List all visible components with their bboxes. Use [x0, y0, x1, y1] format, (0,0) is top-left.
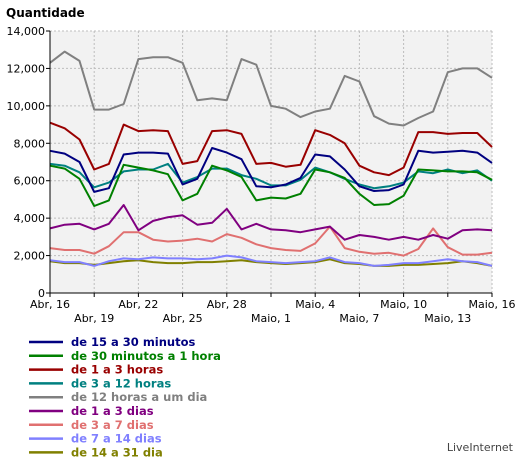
y-tick-label: 2,000 — [14, 250, 46, 263]
series-line-de-30-minutos-a-1-hora — [49, 163, 493, 207]
x-tick-label: Maio, 7 — [339, 312, 379, 325]
x-tick-label: Maio, 1 — [251, 312, 291, 325]
x-tick-label: Maio, 16 — [468, 298, 515, 311]
y-tick-label: 4,000 — [14, 212, 46, 225]
legend-label: de 15 a 30 minutos — [71, 335, 196, 349]
y-tick-label: 0 — [38, 287, 45, 300]
series-line-de-15-a-30-minutos — [49, 147, 493, 193]
series-line-de-3-a-7-dias — [49, 225, 493, 257]
series-line-de-12-horas-a-um-dia — [49, 50, 493, 127]
x-tick-label: Maio, 13 — [424, 312, 471, 325]
x-tick-label: Abr, 19 — [74, 312, 114, 325]
legend-label: de 1 a 3 dias — [71, 404, 154, 418]
x-tick-label: Abr, 22 — [118, 298, 158, 311]
credit-text: LiveInternet — [447, 441, 514, 454]
series-line-de-1-a-3-horas — [49, 121, 493, 177]
y-tick-label: 14,000 — [7, 25, 46, 38]
series-line-de-1-a-3-dias — [49, 204, 493, 241]
y-tick-label: 12,000 — [7, 62, 46, 75]
x-tick-label: Abr, 16 — [30, 298, 70, 311]
y-tick-label: 10,000 — [7, 100, 46, 113]
legend-label: de 7 a 14 dias — [71, 432, 162, 446]
legend-label: de 3 a 7 dias — [71, 418, 154, 432]
x-tick-label: Maio, 4 — [295, 298, 335, 311]
series-line-de-7-a-14-dias — [49, 254, 493, 267]
legend-label: de 3 a 12 horas — [71, 376, 171, 390]
x-tick-label: Abr, 25 — [163, 312, 203, 325]
legend-label: de 12 horas a um dia — [71, 390, 207, 404]
x-tick-label: Abr, 28 — [207, 298, 247, 311]
y-tick-label: 8,000 — [14, 137, 46, 150]
y-tick-label: 6,000 — [14, 175, 46, 188]
y-axis-label: Quantidade — [6, 6, 85, 20]
legend-label: de 30 minutos a 1 hora — [71, 349, 221, 363]
x-tick-label: Maio, 10 — [380, 298, 427, 311]
legend-label: de 14 a 31 dia — [71, 445, 163, 457]
legend-label: de 1 a 3 horas — [71, 363, 163, 377]
